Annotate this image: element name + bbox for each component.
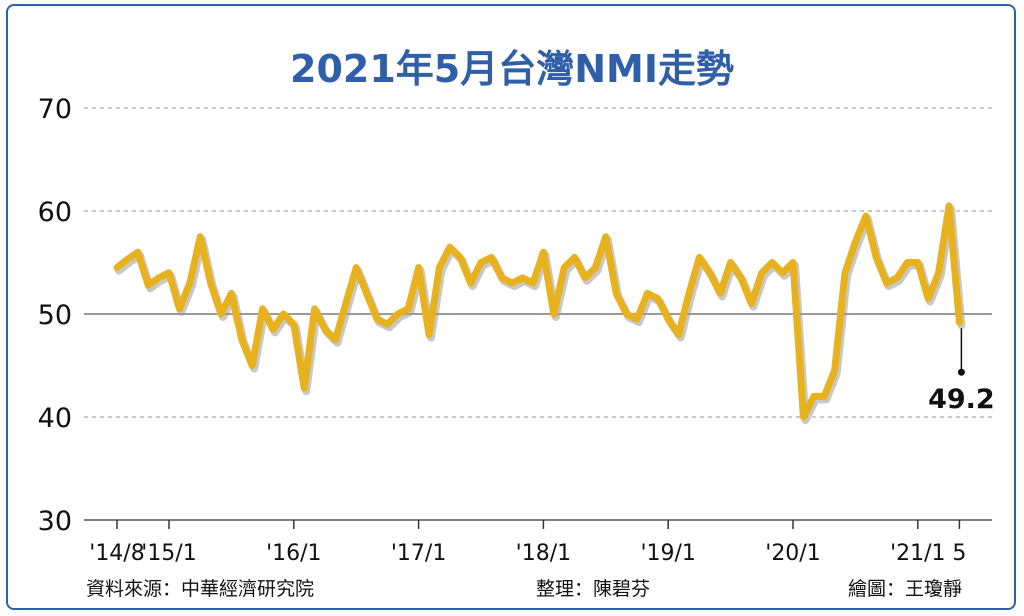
annotation-label: 49.2 <box>928 384 995 415</box>
x-tick-label: '18/1 <box>516 541 571 566</box>
x-tick-label: '15/1 <box>141 541 196 566</box>
x-tick-label: '17/1 <box>391 541 446 566</box>
x-tick-label: '21/1 <box>890 541 945 566</box>
x-tick-label: '19/1 <box>640 541 695 566</box>
x-tick-label: '14/8 <box>89 541 144 566</box>
series-layer <box>113 202 966 424</box>
illustrator-note: 繪圖：王瓊靜 <box>848 578 963 600</box>
x-axis: '14/8'15/1 '16/1 '17/1 '18/1 '19/1 '20/1 '21/1… <box>84 519 992 566</box>
annotation-dot <box>957 368 965 376</box>
y-axis: 70 60 50 40 30 <box>38 94 72 537</box>
x-tick-label: 5 <box>952 541 966 566</box>
y-tick-label: 60 <box>38 197 72 228</box>
annotation-layer: 49.2 <box>928 328 995 415</box>
y-tick-label: 40 <box>38 403 72 434</box>
x-tick-label: '16/1 <box>266 541 321 566</box>
editor-note: 整理：陳碧芬 <box>536 578 651 600</box>
x-tick-label: '20/1 <box>765 541 820 566</box>
y-tick-label: 70 <box>38 94 72 125</box>
chart-title: 2021年5月台灣NMI走勢 <box>290 47 734 91</box>
y-tick-label: 50 <box>38 300 72 331</box>
source-note: 資料來源：中華經濟研究院 <box>86 578 315 600</box>
y-tick-label: 30 <box>38 506 72 537</box>
nmi-series-line <box>113 202 963 421</box>
